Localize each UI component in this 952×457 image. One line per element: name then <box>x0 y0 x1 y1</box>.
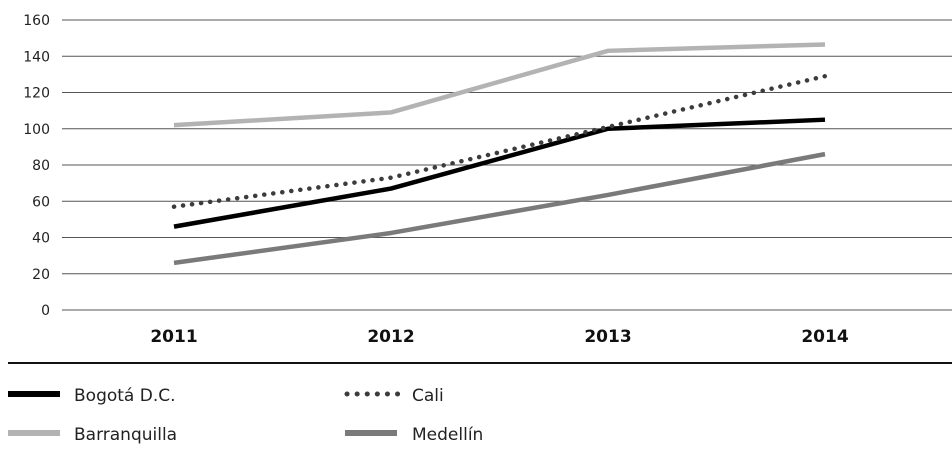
y-axis-ticks: 0 20 40 60 80 100 120 140 160 <box>23 13 50 319</box>
legend-label: Barranquilla <box>74 425 177 445</box>
series-line <box>171 73 828 209</box>
series-line <box>173 42 826 128</box>
legend-label: Cali <box>412 386 444 406</box>
legend-label: Bogotá D.C. <box>74 386 176 406</box>
series-line <box>173 151 826 266</box>
y-tick-label: 80 <box>32 158 50 174</box>
x-tick-label: 2014 <box>801 327 848 347</box>
y-tick-label: 60 <box>32 194 50 210</box>
series-line <box>173 117 826 229</box>
x-axis-ticks: 2011 2012 2013 2014 <box>150 327 848 347</box>
y-tick-label: 140 <box>23 49 50 65</box>
x-tick-label: 2012 <box>367 327 414 347</box>
y-tick-label: 40 <box>32 231 50 247</box>
gridlines <box>62 19 952 311</box>
y-tick-label: 100 <box>23 122 50 138</box>
y-tick-label: 0 <box>41 303 50 319</box>
y-tick-label: 20 <box>32 267 50 283</box>
x-tick-label: 2013 <box>584 327 631 347</box>
series-lines <box>171 42 828 266</box>
y-tick-label: 120 <box>23 86 50 102</box>
legend: Bogotá D.C. Cali Barranquilla Medellín <box>8 386 483 445</box>
y-tick-label: 160 <box>23 13 50 29</box>
x-tick-label: 2011 <box>150 327 197 347</box>
legend-label: Medellín <box>412 425 483 445</box>
